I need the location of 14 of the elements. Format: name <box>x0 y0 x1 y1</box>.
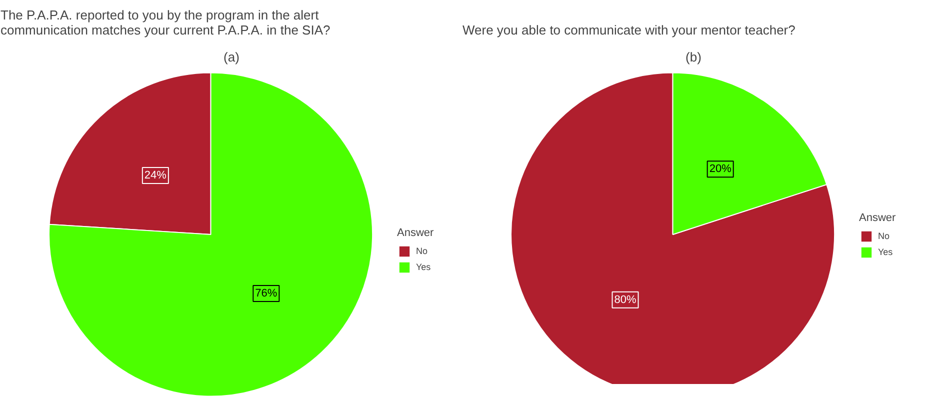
chart-title: Were you able to communicate with your mentor teacher? <box>462 22 796 38</box>
data-label: 20% <box>709 163 732 176</box>
data-label: 76% <box>255 287 278 300</box>
legend-label: No <box>878 230 891 243</box>
data-label: 80% <box>614 294 636 306</box>
legend-label: No <box>416 245 429 258</box>
data-label: 24% <box>144 170 167 182</box>
legend-title: Answer <box>859 212 897 224</box>
chart-subtitle: (a) <box>224 50 240 64</box>
chart-title: The P.A.P.A. reported to you by the program in the alert communication matches your current P.A.P.A. in the SIA? <box>0 8 330 38</box>
legend-label: Yes <box>878 246 894 259</box>
chart-subtitle: (b) <box>686 50 702 64</box>
legend-label: Yes <box>416 261 432 274</box>
legend-title: Answer <box>397 227 435 239</box>
